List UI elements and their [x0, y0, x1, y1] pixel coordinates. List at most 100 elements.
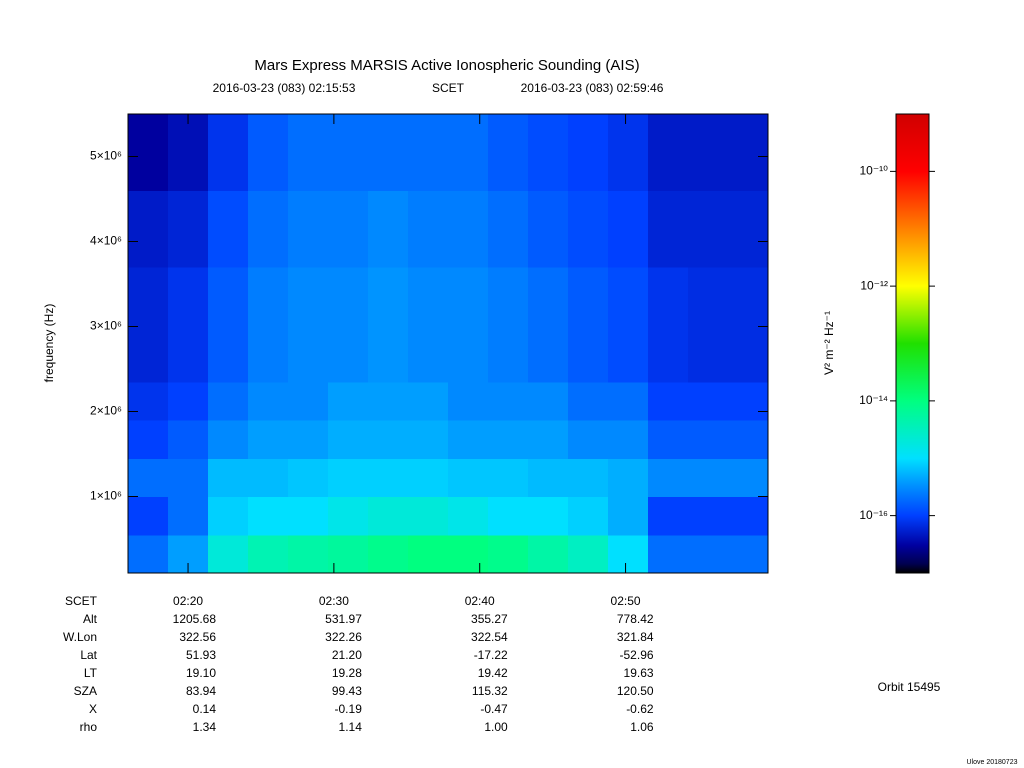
spectrogram-cell [488, 496, 529, 536]
ephemeris-value: 19.63 [624, 666, 654, 680]
spectrogram-cell [368, 228, 409, 268]
spectrogram-cell [688, 534, 729, 574]
spectrogram-cell [168, 496, 209, 536]
y-tick-label: 3×10⁶ [90, 319, 122, 333]
ephemeris-row-label: Alt [83, 612, 98, 626]
spectrogram-cell [608, 114, 649, 153]
spectrogram-cell [568, 458, 609, 497]
spectrogram-cell [528, 534, 569, 574]
spectrogram-cell [448, 267, 489, 306]
spectrogram-cell [728, 190, 769, 230]
spectrogram-cell [688, 420, 729, 459]
spectrogram-cell [488, 534, 529, 574]
spectrogram-cell [288, 114, 329, 153]
spectrogram-cell [448, 228, 489, 268]
spectrogram-cell [288, 228, 329, 268]
spectrogram-cell [248, 496, 289, 536]
spectrogram-cell [608, 496, 649, 536]
spectrogram-cell [168, 190, 209, 230]
spectrogram-cell [608, 152, 649, 191]
spectrogram-cell [728, 114, 769, 153]
spectrogram-cell [288, 190, 329, 230]
spectrogram-cell [648, 381, 689, 421]
ephemeris-value: 1.06 [630, 720, 654, 734]
ephemeris-value: 1.00 [484, 720, 508, 734]
ephemeris-value: 115.32 [472, 684, 508, 698]
spectrogram-cell [648, 343, 689, 383]
spectrogram-cell [528, 496, 569, 536]
spectrogram-cell [408, 496, 449, 536]
ephemeris-value: 1205.68 [173, 612, 217, 626]
spectrogram-cell [608, 190, 649, 230]
spectrogram-cell [408, 381, 449, 421]
spectrogram-cell [408, 228, 449, 268]
spectrogram-cell [248, 381, 289, 421]
spectrogram-cell [688, 190, 729, 230]
spectrogram-cell [168, 381, 209, 421]
spectrogram-cell [448, 420, 489, 459]
spectrogram-cell [568, 496, 609, 536]
spectrogram-cell [328, 114, 369, 153]
spectrogram-cell [528, 343, 569, 383]
ephemeris-value: 0.14 [193, 702, 217, 716]
spectrogram-cell [328, 152, 369, 191]
spectrogram-cell [168, 458, 209, 497]
spectrogram-cell [528, 305, 569, 344]
spectrogram-cell [248, 152, 289, 191]
spectrogram-cell [448, 458, 489, 497]
spectrogram-cell [128, 496, 169, 536]
spectrogram-cell [368, 190, 409, 230]
spectrogram-cell [488, 420, 529, 459]
y-tick-label: 1×10⁶ [90, 489, 122, 503]
spectrogram-cell [128, 534, 169, 574]
spectrogram-cell [688, 114, 729, 153]
colorbar-tick-label: 10⁻¹⁰ [860, 164, 889, 178]
ephemeris-value: 83.94 [186, 684, 216, 698]
spectrogram-cell [448, 114, 489, 153]
spectrogram-cell [648, 228, 689, 268]
spectrogram-cell [488, 343, 529, 383]
ephemeris-value: 120.50 [617, 684, 654, 698]
spectrogram-cell [648, 114, 689, 153]
spectrogram-cell [248, 534, 289, 574]
spectrogram-cell [688, 305, 729, 344]
spectrogram-cell [528, 420, 569, 459]
spectrogram-cell [408, 152, 449, 191]
ephemeris-value: 1.34 [193, 720, 217, 734]
spectrogram-cell [408, 534, 449, 574]
spectrogram-cell [328, 190, 369, 230]
spectrogram-cell [208, 114, 249, 153]
spectrogram-cell [368, 114, 409, 153]
end-time: 2016-03-23 (083) 02:59:46 [521, 81, 664, 95]
spectrogram-cell [648, 267, 689, 306]
spectrogram-cell [208, 228, 249, 268]
spectrogram-cell [688, 343, 729, 383]
spectrogram-cell [288, 381, 329, 421]
spectrogram-cell [248, 343, 289, 383]
spectrogram-cell [488, 152, 529, 191]
spectrogram-cell [728, 228, 769, 268]
colorbar-tick-label: 10⁻¹⁶ [859, 508, 888, 522]
ephemeris-value: 1.14 [339, 720, 363, 734]
spectrogram-cell [248, 305, 289, 344]
spectrogram-cell [368, 343, 409, 383]
x-tick-label: 02:30 [319, 594, 349, 608]
ephemeris-row-label: X [89, 702, 97, 716]
spectrogram-cell [208, 305, 249, 344]
spectrogram-cell [608, 267, 649, 306]
spectrogram-cell [528, 152, 569, 191]
spectrogram-cell [288, 420, 329, 459]
time-system: SCET [432, 81, 465, 95]
colorbar-tick-label: 10⁻¹² [860, 278, 888, 292]
spectrogram-cell [328, 534, 369, 574]
ephemeris-row-label: rho [80, 720, 98, 734]
spectrogram-cell [248, 458, 289, 497]
spectrogram-cell [208, 496, 249, 536]
spectrogram-cell [488, 228, 529, 268]
ephemeris-row-label: LT [84, 666, 98, 680]
spectrogram-cell [208, 420, 249, 459]
spectrogram-cell [208, 458, 249, 497]
spectrogram-cell [648, 534, 689, 574]
ephemeris-value: -0.47 [480, 702, 508, 716]
colorbar-label: V² m⁻² Hz⁻¹ [822, 311, 836, 375]
